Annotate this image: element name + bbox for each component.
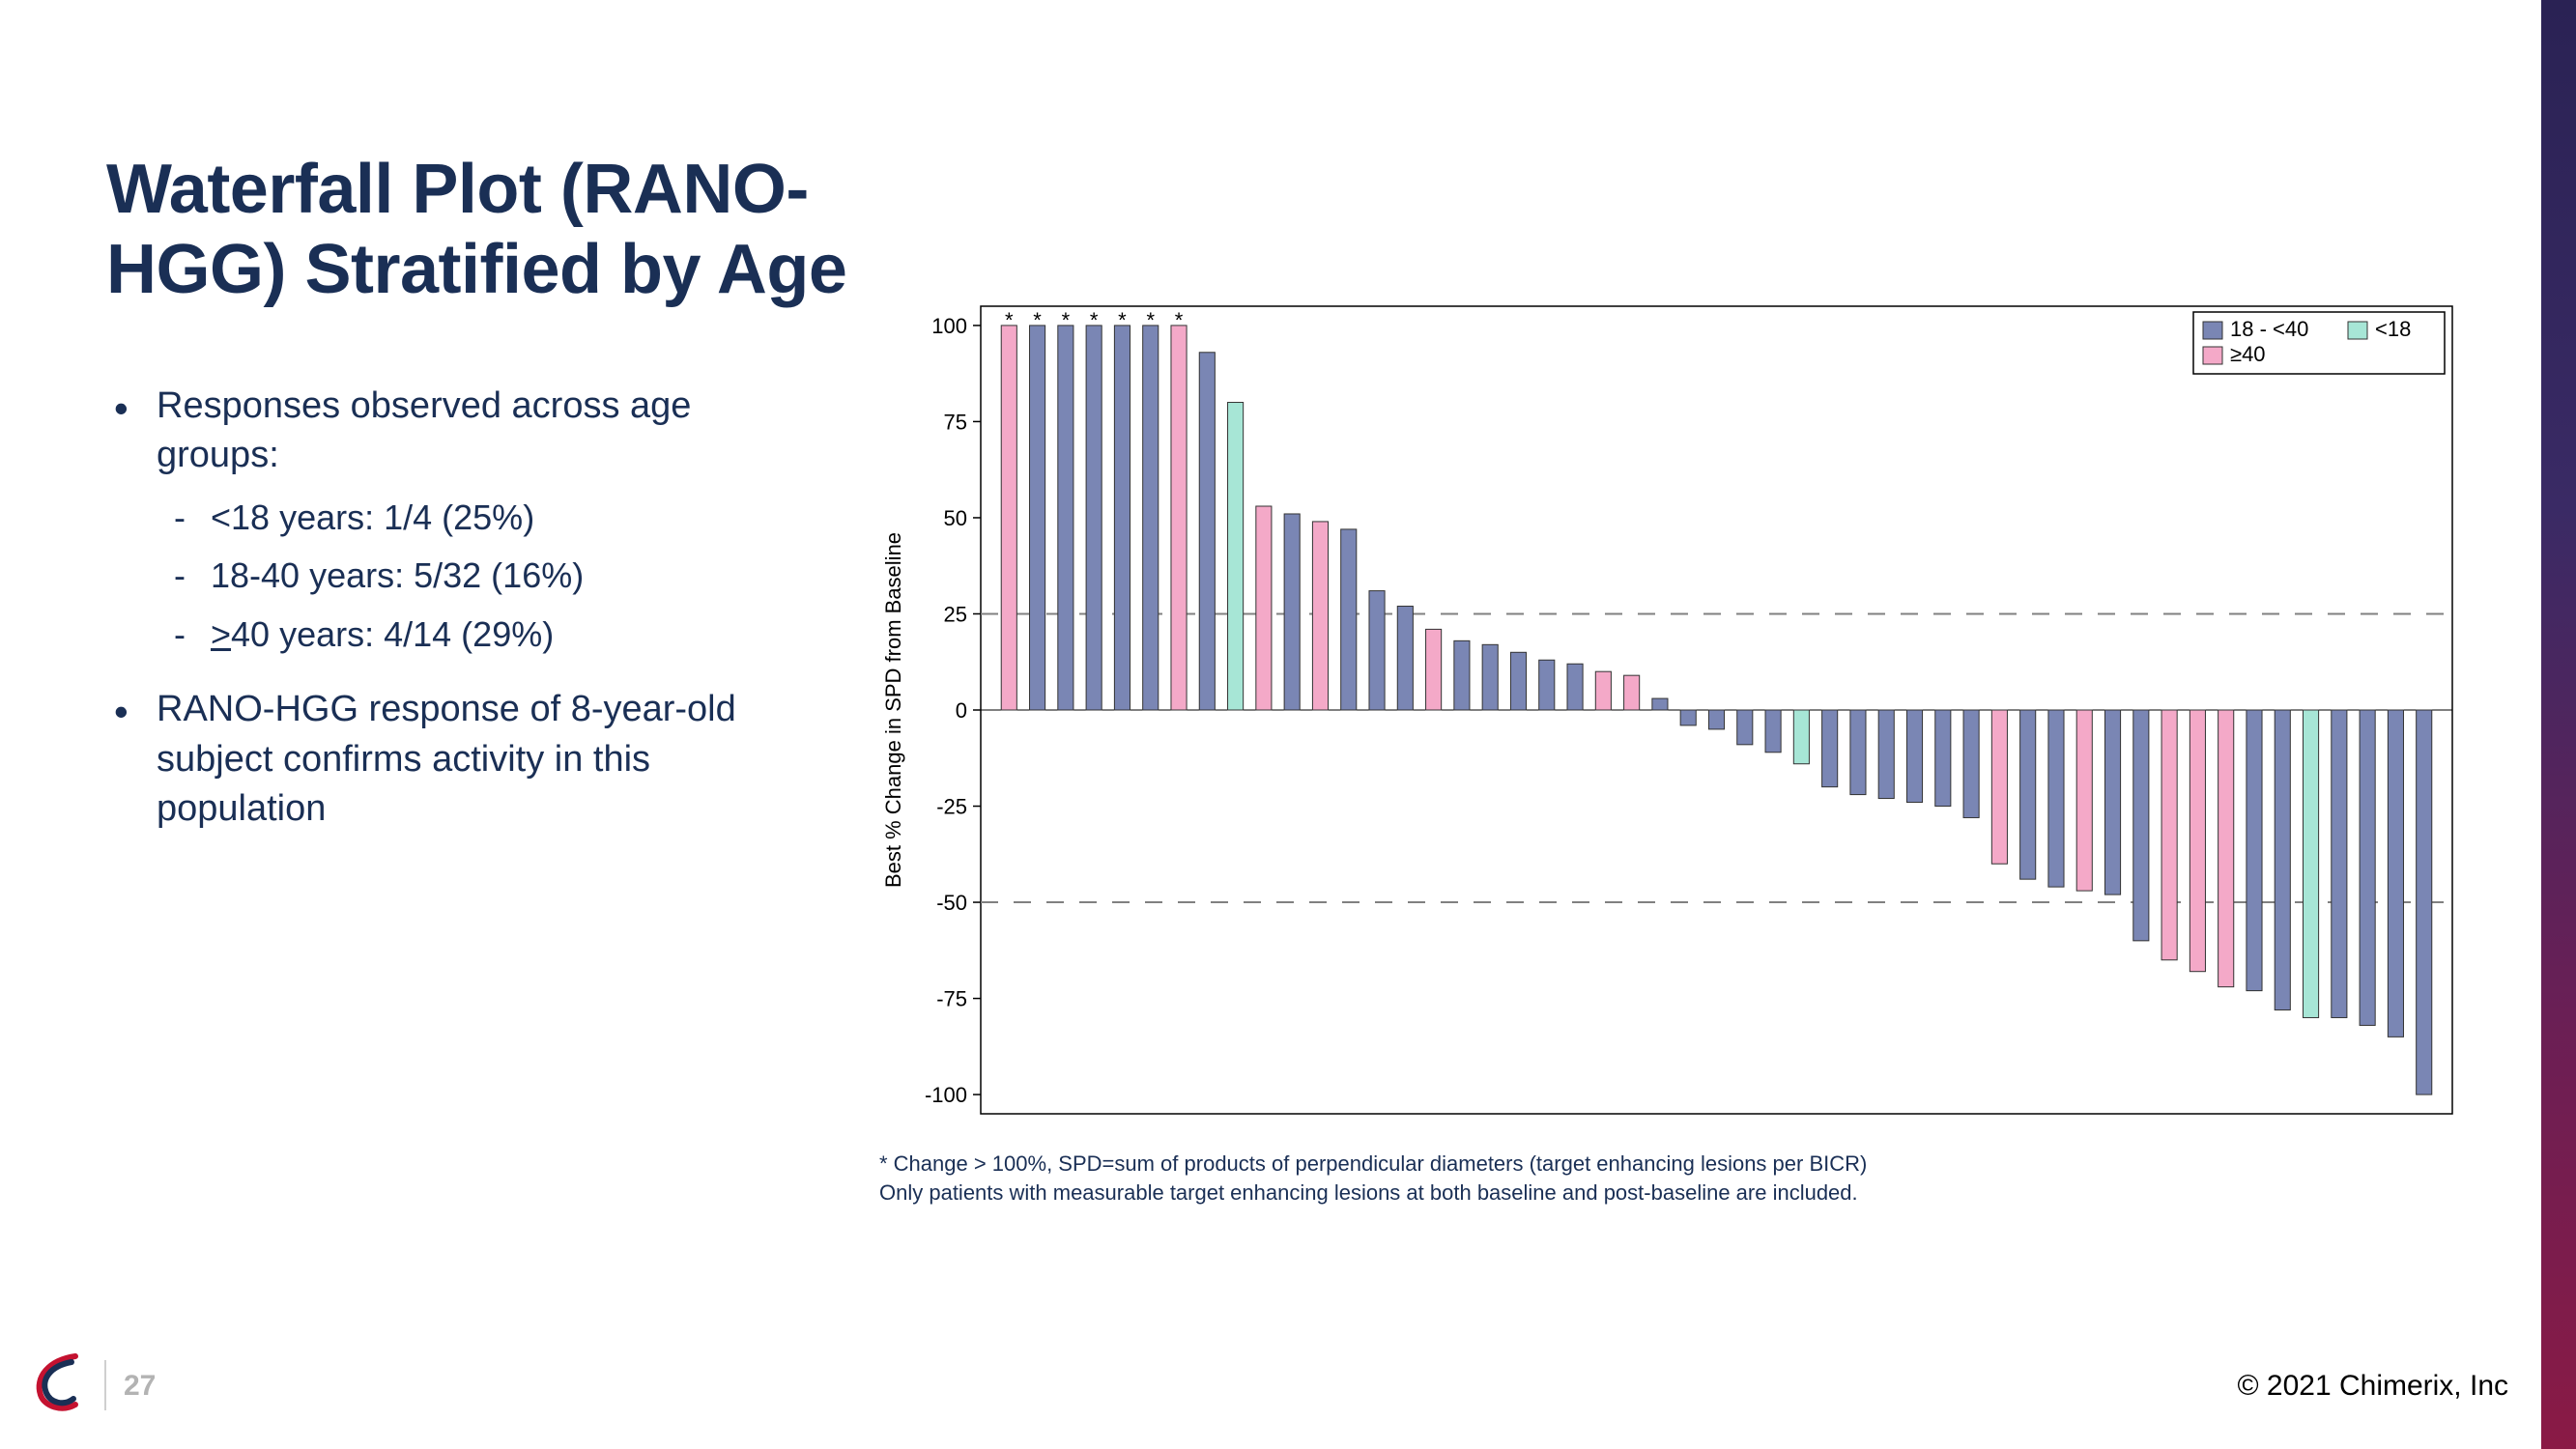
- svg-text:*: *: [1090, 308, 1099, 332]
- accent-bar: [2541, 0, 2576, 1449]
- svg-text:25: 25: [944, 602, 967, 626]
- chart-footnotes: * Change > 100%, SPD=sum of products of …: [879, 1150, 2464, 1207]
- svg-text:-100: -100: [925, 1083, 967, 1107]
- svg-text:0: 0: [956, 698, 967, 723]
- company-logo-icon: [29, 1349, 87, 1416]
- title-line-1: Waterfall Plot (RANO-: [106, 151, 809, 228]
- svg-text:-50: -50: [936, 891, 967, 915]
- footnote-2: Only patients with measurable target enh…: [879, 1179, 2464, 1208]
- bullet-2: RANO-HGG response of 8-year-old subject …: [106, 685, 802, 834]
- svg-text:≥40: ≥40: [2230, 342, 2266, 366]
- svg-text:*: *: [1005, 308, 1014, 332]
- sub-bullet-2: 18-40 years: 5/32 (16%): [157, 553, 802, 600]
- page-title: Waterfall Plot (RANO- HGG) Stratified by…: [106, 150, 846, 310]
- svg-text:<18: <18: [2375, 317, 2411, 341]
- svg-text:*: *: [1175, 308, 1184, 332]
- svg-text:*: *: [1118, 308, 1127, 332]
- text-column: Responses observed across age groups: <1…: [106, 382, 802, 861]
- copyright: © 2021 Chimerix, Inc: [2237, 1370, 2508, 1403]
- svg-text:18 - <40: 18 - <40: [2230, 317, 2308, 341]
- svg-text:-25: -25: [936, 795, 967, 819]
- page-divider: [104, 1360, 106, 1410]
- svg-text:*: *: [1033, 308, 1042, 332]
- gte-symbol: >: [211, 614, 231, 654]
- sub-bullet-1: <18 years: 1/4 (25%): [157, 495, 802, 542]
- waterfall-chart: -100 -75 -50 -25 0 25 50 75 100 Best % Change in …: [879, 295, 2464, 1135]
- footnote-1: * Change > 100%, SPD=sum of products of …: [879, 1150, 2464, 1179]
- bullet-1-text: Responses observed across age groups:: [157, 385, 691, 475]
- bullet-1: Responses observed across age groups: <1…: [106, 382, 802, 658]
- svg-text:*: *: [1146, 308, 1155, 332]
- svg-text:75: 75: [944, 410, 967, 434]
- sub-bullet-3-rest: 40 years: 4/14 (29%): [231, 614, 554, 654]
- page-number: 27: [124, 1370, 156, 1403]
- svg-text:100: 100: [931, 314, 967, 338]
- svg-text:Best % Change in SPD from Base: Best % Change in SPD from Baseline: [881, 532, 905, 888]
- slide: Waterfall Plot (RANO- HGG) Stratified by…: [0, 0, 2576, 1449]
- title-line-2: HGG) Stratified by Age: [106, 231, 846, 308]
- svg-text:-75: -75: [936, 987, 967, 1011]
- svg-text:50: 50: [944, 506, 967, 530]
- chart-container: -100 -75 -50 -25 0 25 50 75 100 Best % Change in …: [879, 295, 2464, 1207]
- sub-bullet-3: >40 years: 4/14 (29%): [157, 611, 802, 659]
- svg-text:*: *: [1062, 308, 1071, 332]
